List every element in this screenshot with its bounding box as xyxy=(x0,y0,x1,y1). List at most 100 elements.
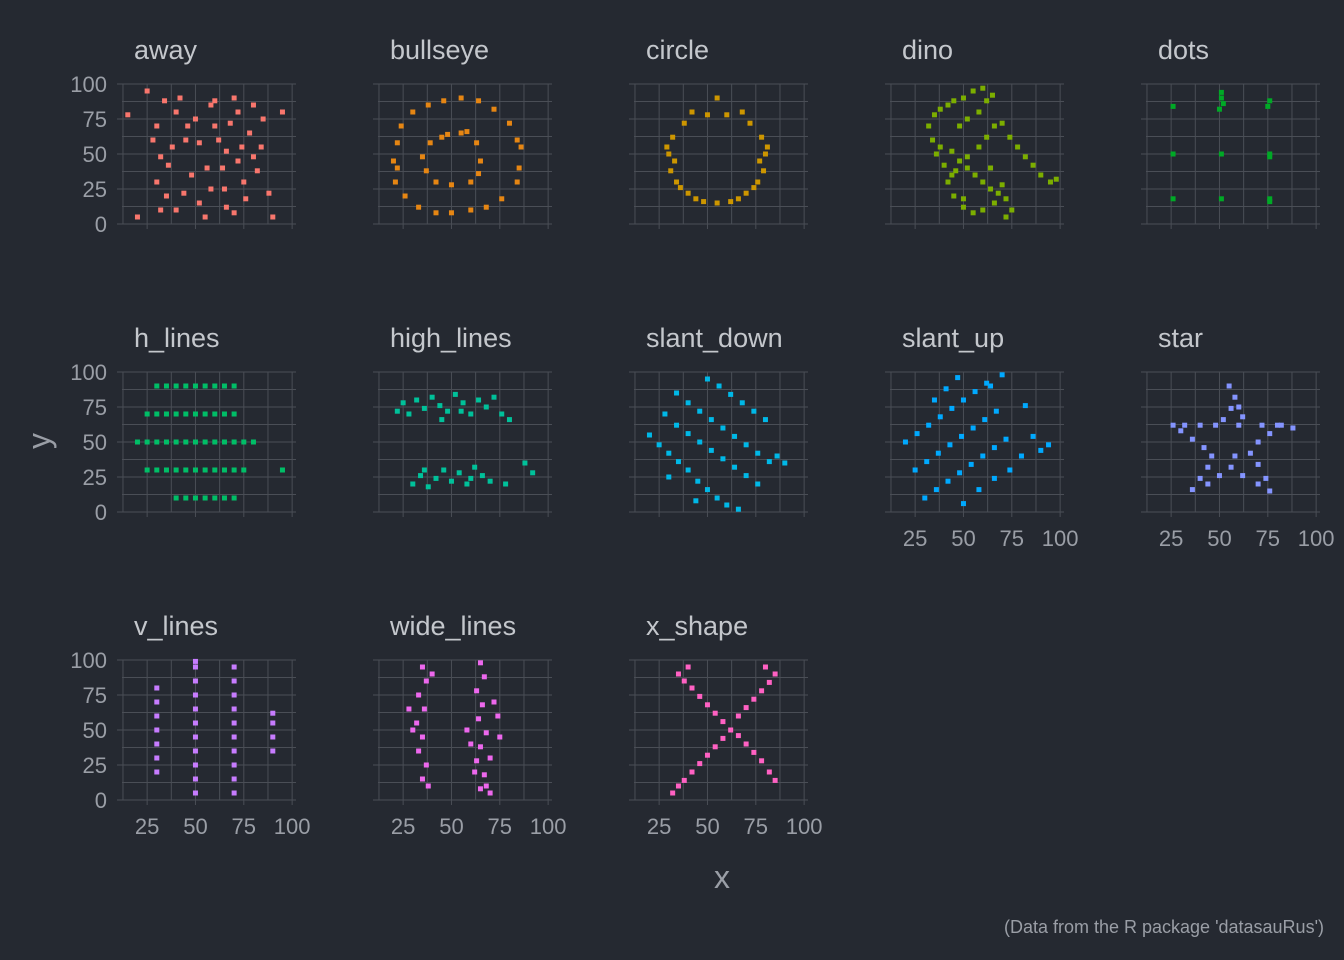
data-point-slant_up xyxy=(931,397,937,403)
data-point-dino xyxy=(980,179,986,185)
data-point-star xyxy=(1209,453,1215,459)
data-point-circle xyxy=(693,196,699,202)
data-point-slant_down xyxy=(662,411,668,417)
data-point-star xyxy=(1226,383,1232,389)
data-point-slant_up xyxy=(984,380,990,386)
data-point-bullseye xyxy=(392,179,398,185)
data-point-slant_down xyxy=(693,498,699,504)
data-point-wide_lines xyxy=(414,720,420,726)
data-point-dino xyxy=(937,144,943,150)
data-point-slant_up xyxy=(999,372,1005,378)
data-point-v_lines xyxy=(192,720,198,726)
data-point-circle xyxy=(761,168,767,174)
data-point-slant_up xyxy=(937,414,943,420)
data-point-away xyxy=(241,179,247,185)
data-point-slant_down xyxy=(739,400,745,406)
data-point-away xyxy=(204,165,210,171)
data-point-slant_down xyxy=(766,459,772,465)
data-point-away xyxy=(158,207,164,213)
data-point-circle xyxy=(714,95,720,101)
data-point-v_lines xyxy=(154,699,160,705)
data-point-circle xyxy=(757,158,763,164)
data-point-slant_down xyxy=(666,474,672,480)
y-tick-label: 0 xyxy=(95,500,107,525)
facet-title-wide_lines: wide_lines xyxy=(389,611,516,641)
data-point-h_lines xyxy=(241,467,247,473)
data-point-slant_down xyxy=(685,431,691,437)
data-point-slant_down xyxy=(732,433,738,439)
x-tick-label: 100 xyxy=(786,814,823,839)
data-point-h_lines xyxy=(231,495,237,501)
data-point-h_lines xyxy=(154,439,160,445)
data-point-dino xyxy=(999,120,1005,126)
data-point-h_lines xyxy=(212,439,218,445)
data-point-away xyxy=(254,168,260,174)
data-point-circle xyxy=(689,109,695,115)
data-point-away xyxy=(243,196,249,202)
data-point-away xyxy=(270,214,276,220)
facet-title-h_lines: h_lines xyxy=(134,323,220,353)
data-point-away xyxy=(150,137,156,143)
data-point-h_lines xyxy=(221,495,227,501)
data-point-v_lines xyxy=(270,734,276,740)
x-axis-title: x xyxy=(714,859,730,895)
data-point-bullseye xyxy=(398,123,404,129)
y-tick-label: 75 xyxy=(83,107,107,132)
data-point-away xyxy=(258,144,264,150)
data-point-dots xyxy=(1216,106,1222,112)
data-point-dino xyxy=(964,154,970,160)
facet-title-dino: dino xyxy=(902,35,953,65)
data-point-bullseye xyxy=(423,168,429,174)
data-point-v_lines xyxy=(192,748,198,754)
data-point-wide_lines xyxy=(477,786,483,792)
data-point-bullseye xyxy=(394,165,400,171)
y-tick-label: 100 xyxy=(70,648,107,673)
data-point-high_lines xyxy=(491,394,497,400)
data-point-h_lines xyxy=(163,411,169,417)
data-point-star xyxy=(1255,439,1261,445)
data-point-h_lines xyxy=(154,411,160,417)
x-tick-label: 50 xyxy=(1207,526,1231,551)
data-point-h_lines xyxy=(221,439,227,445)
data-point-away xyxy=(220,165,226,171)
data-point-dino xyxy=(1047,179,1053,185)
data-point-high_lines xyxy=(445,408,451,414)
data-point-high_lines xyxy=(414,397,420,403)
data-point-slant_down xyxy=(755,481,761,487)
data-point-dino xyxy=(964,116,970,122)
x-tick-label: 100 xyxy=(530,814,567,839)
data-point-h_lines xyxy=(202,467,208,473)
data-point-dino xyxy=(989,92,995,98)
data-point-v_lines xyxy=(231,706,237,712)
data-point-h_lines xyxy=(202,495,208,501)
data-point-circle xyxy=(670,134,676,140)
data-point-wide_lines xyxy=(481,772,487,778)
data-point-bullseye xyxy=(390,158,396,164)
data-point-slant_down xyxy=(646,432,652,438)
data-point-wide_lines xyxy=(419,734,425,740)
data-point-star xyxy=(1197,422,1203,428)
data-point-wide_lines xyxy=(416,692,422,698)
y-tick-label: 0 xyxy=(95,212,107,237)
data-point-slant_up xyxy=(972,389,978,395)
data-point-star xyxy=(1189,487,1195,493)
data-point-wide_lines xyxy=(421,706,427,712)
y-tick-label: 100 xyxy=(70,360,107,385)
data-point-star xyxy=(1263,475,1269,481)
data-point-bullseye xyxy=(410,109,416,115)
data-point-dino xyxy=(941,162,947,168)
data-point-slant_down xyxy=(735,506,741,512)
data-point-circle xyxy=(704,112,710,118)
data-point-v_lines xyxy=(154,769,160,775)
data-point-slant_up xyxy=(1003,436,1009,442)
data-point-high_lines xyxy=(394,408,400,414)
data-point-bullseye xyxy=(514,137,520,143)
data-point-h_lines xyxy=(250,439,256,445)
data-point-x_shape xyxy=(772,671,778,677)
data-point-slant_down xyxy=(674,422,680,428)
data-point-away xyxy=(250,154,256,160)
data-point-slant_down xyxy=(743,473,749,479)
data-point-bullseye xyxy=(433,210,439,216)
data-point-slant_down xyxy=(685,400,691,406)
data-point-bullseye xyxy=(476,98,482,104)
